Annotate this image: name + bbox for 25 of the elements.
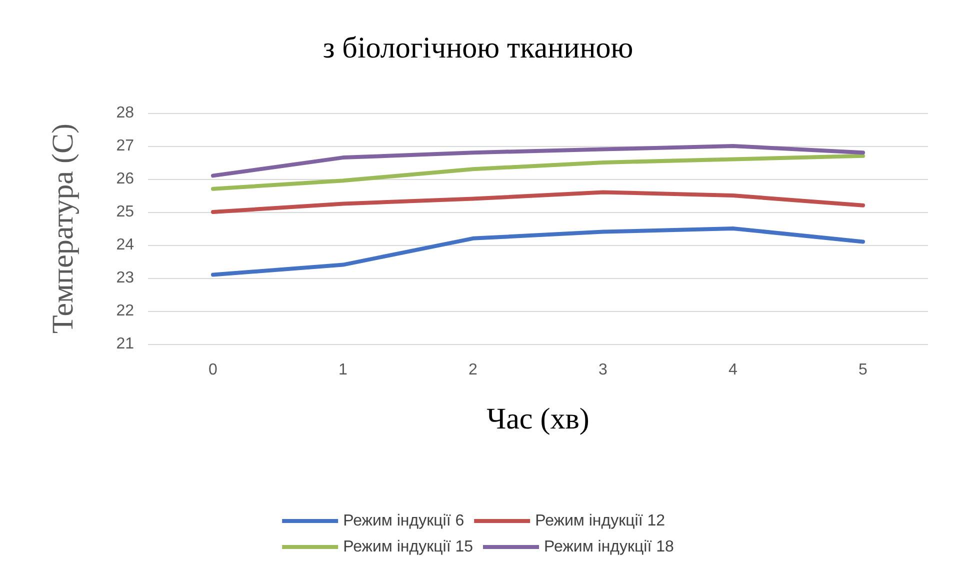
line-series <box>211 226 865 277</box>
line-series <box>211 154 865 191</box>
y-axis-title: Температура (С) <box>46 124 80 334</box>
x-axis-title: Час (хв) <box>486 402 590 436</box>
y-tick-label: 26 <box>116 170 134 188</box>
y-tick-label: 24 <box>116 236 134 254</box>
x-tick-label: 4 <box>728 362 738 378</box>
y-tick-label: 27 <box>116 138 134 154</box>
legend-label: Режим індукції 15 <box>343 538 474 556</box>
x-tick-label: 5 <box>858 362 868 378</box>
x-tick-label: 2 <box>468 362 478 378</box>
y-tick-label: 22 <box>116 302 134 320</box>
legend-label: Режим індукції 18 <box>544 538 674 556</box>
x-tick-label: 3 <box>598 362 608 378</box>
legend-label: Режим індукції 6 <box>343 512 464 530</box>
y-tick-label: 21 <box>116 336 134 352</box>
legend-label: Режим індукції 12 <box>535 512 666 530</box>
chart-title: з біологічною тканиною <box>322 32 634 64</box>
x-tick-label: 1 <box>338 362 348 378</box>
line-series <box>211 144 865 178</box>
line-series <box>211 190 865 214</box>
y-tick-label: 28 <box>116 104 134 122</box>
y-tick-label: 25 <box>116 204 134 220</box>
y-tick-label: 23 <box>116 270 134 286</box>
x-tick-label: 0 <box>208 362 218 378</box>
